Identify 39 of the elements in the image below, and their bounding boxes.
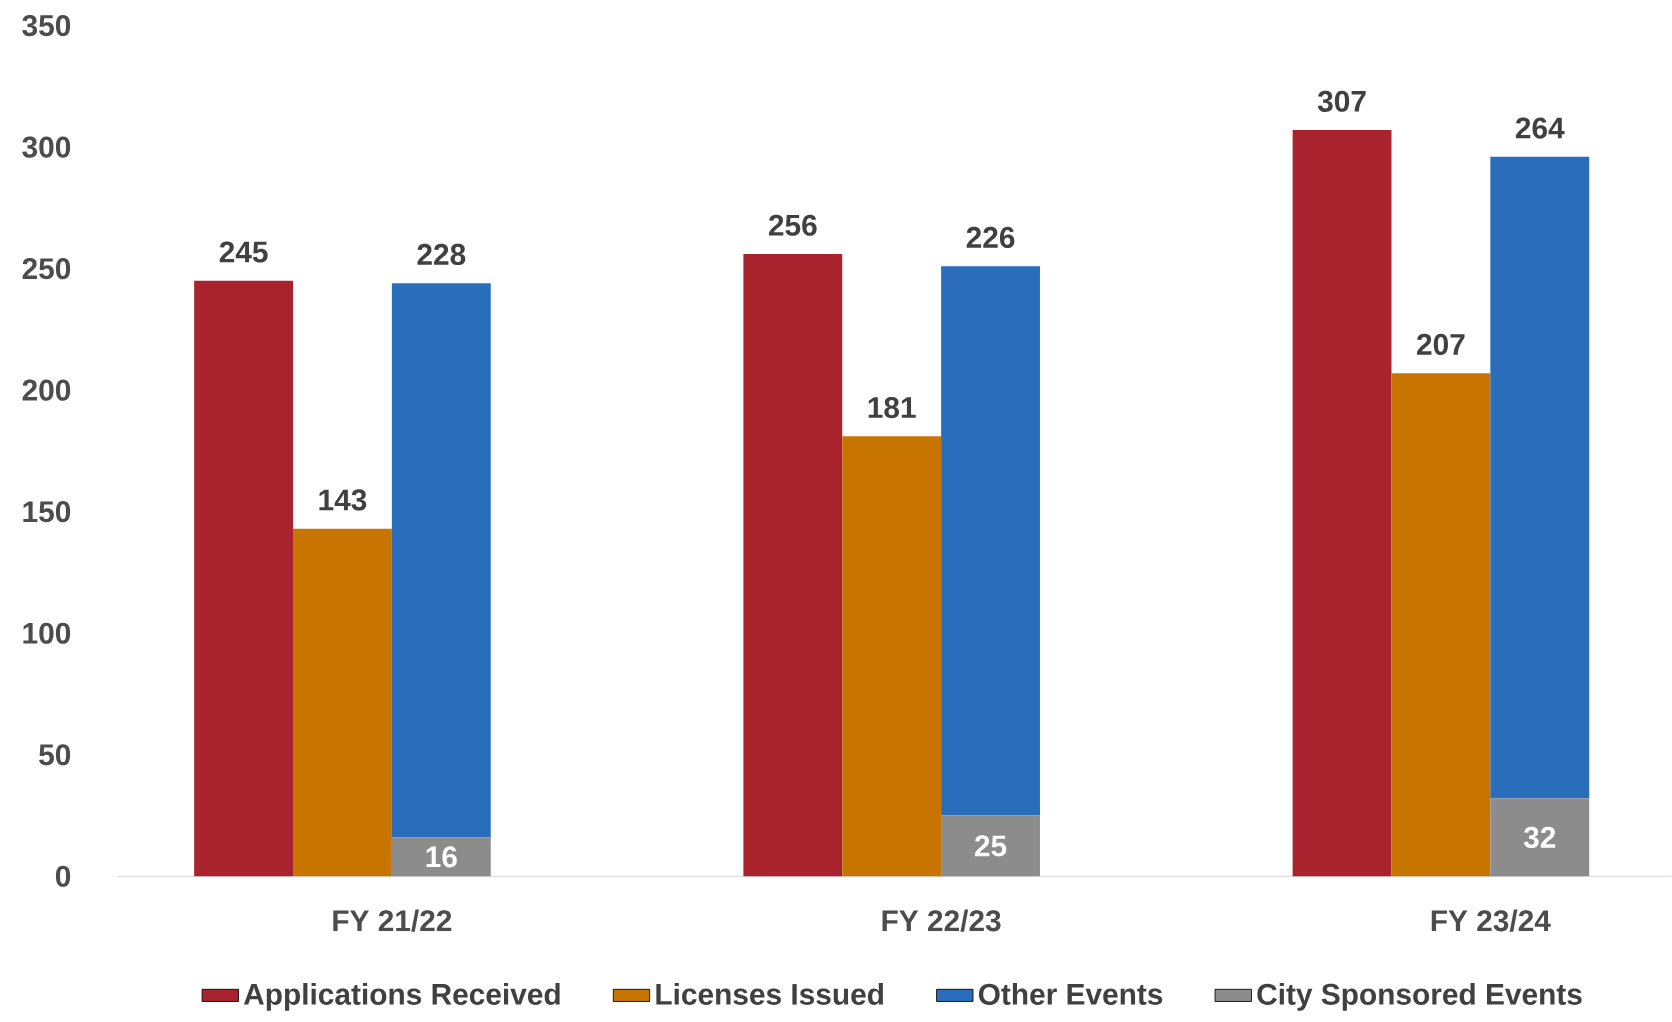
- x-tick-label: FY 22/23: [882, 909, 1001, 932]
- data-label: 32: [1523, 826, 1556, 848]
- data-label: 264: [1515, 117, 1565, 139]
- data-label: 16: [426, 846, 457, 868]
- x-tick-label: FY 23/24: [1431, 909, 1551, 932]
- y-tick-label: 350: [22, 14, 71, 36]
- legend-label: Applications Received: [243, 982, 560, 1011]
- bar: [842, 436, 942, 877]
- y-tick-label: 250: [22, 257, 71, 280]
- data-label: 226: [966, 226, 1015, 248]
- y-tick-label: 0: [55, 865, 71, 887]
- bar: [941, 815, 1040, 877]
- data-label: 181: [868, 396, 916, 418]
- data-label: 143: [319, 489, 367, 511]
- bar: [194, 280, 294, 877]
- x-tick-label: FY 21/22: [333, 909, 452, 932]
- legend-label: City Sponsored Events: [1257, 982, 1582, 1011]
- data-label: 228: [417, 243, 466, 265]
- bar: [743, 253, 843, 877]
- bar: [1292, 129, 1392, 877]
- bar: [1490, 156, 1590, 799]
- bar: [941, 266, 1040, 816]
- data-label: 245: [219, 241, 268, 263]
- y-tick-label: 200: [22, 379, 71, 401]
- bar: [1391, 372, 1491, 877]
- legend-label: Other Events: [978, 982, 1163, 1005]
- y-tick-label: 150: [23, 500, 71, 523]
- bar: [293, 528, 392, 877]
- bar: [1490, 798, 1590, 877]
- bar: [391, 283, 491, 838]
- data-label: 307: [1317, 90, 1366, 112]
- y-tick-label: 50: [39, 744, 71, 766]
- y-tick-label: 300: [22, 136, 71, 158]
- legend-label: Licenses Issued: [656, 982, 883, 1005]
- data-label: 256: [768, 214, 817, 236]
- y-tick-label: 100: [23, 622, 71, 644]
- data-label: 207: [1417, 333, 1465, 355]
- bar: [391, 837, 491, 877]
- data-label: 25: [974, 835, 1007, 857]
